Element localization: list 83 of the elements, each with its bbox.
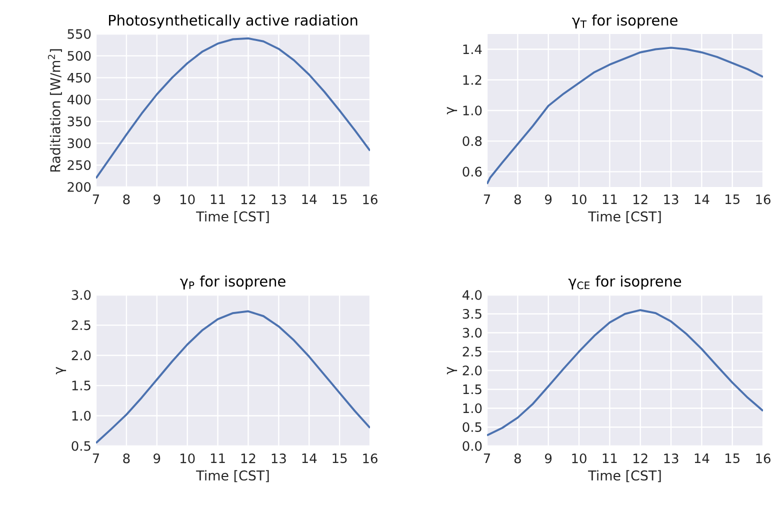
x-tick-label: 15 — [332, 194, 347, 204]
x-tick-label: 10 — [180, 194, 195, 204]
y-tick-label: 2.5 — [462, 346, 482, 357]
x-tick-label: 15 — [726, 194, 740, 204]
y-tick-label: 3.0 — [72, 290, 91, 300]
y-axis-title: γ — [446, 106, 458, 114]
x-axis-title: Time [CST] — [588, 470, 661, 482]
x-tick-label: 8 — [514, 194, 521, 204]
x-tick-label: 14 — [694, 454, 710, 463]
x-tick-label: 13 — [272, 194, 286, 204]
y-tick-label: 1.0 — [463, 403, 482, 414]
y-tick-label: 0.8 — [462, 136, 482, 146]
y-tick-label: 1.0 — [463, 106, 482, 116]
chart-title: γ$_{T}$ for isoprene — [572, 14, 678, 28]
x-axis-title: Time [CST] — [196, 470, 269, 482]
y-tick-label: 2.5 — [72, 320, 90, 330]
x-tick-label: 12 — [241, 194, 256, 204]
y-tick-label: 450 — [67, 72, 91, 83]
y-tick-label: 0.5 — [462, 422, 482, 432]
y-tick-label: 500 — [68, 50, 91, 61]
x-tick-label: 9 — [154, 454, 160, 464]
y-tick-label: 1.0 — [72, 410, 91, 421]
chart-title: γ$_{CE}$ for isoprene — [568, 276, 682, 290]
x-tick-label: 10 — [180, 454, 195, 464]
y-tick-label: 1.5 — [463, 384, 482, 394]
x-tick-label: 12 — [634, 194, 648, 204]
x-tick-label: 16 — [756, 454, 770, 464]
line-series — [96, 310, 370, 444]
y-tick-label: 400 — [67, 94, 91, 104]
y-tick-label: 550 — [68, 29, 91, 39]
x-tick-label: 11 — [602, 194, 617, 204]
x-axis-title: Time [CST] — [588, 211, 661, 224]
y-tick-label: 200 — [68, 182, 91, 192]
x-tick-label: 10 — [572, 194, 586, 204]
x-tick-label: 16 — [363, 194, 378, 204]
x-tick-label: 9 — [545, 194, 552, 204]
y-tick-label: 4.0 — [462, 290, 482, 300]
x-tick-label: 8 — [123, 454, 130, 464]
y-tick-label: 0.5 — [72, 441, 90, 451]
y-tick-label: 350 — [68, 116, 91, 126]
x-tick-label: 10 — [572, 454, 586, 464]
y-axis-title: Raditiation [W/m$^{2}$] — [48, 49, 62, 172]
x-tick-label: 7 — [92, 194, 100, 204]
x-tick-label: 15 — [726, 454, 740, 464]
y-tick-label: 0.6 — [462, 166, 482, 177]
y-tick-label: 1.4 — [463, 44, 482, 54]
x-tick-label: 7 — [484, 194, 490, 204]
x-tick-label: 16 — [756, 194, 770, 204]
x-tick-label: 7 — [484, 454, 490, 463]
x-tick-label: 8 — [514, 454, 521, 464]
y-tick-label: 1.5 — [72, 380, 90, 390]
x-tick-label: 13 — [272, 454, 286, 464]
y-tick-label: 0.0 — [462, 441, 482, 451]
chart-title: Photosynthetically active radiation — [109, 14, 358, 28]
x-tick-label: 9 — [154, 194, 160, 204]
y-tick-label: 2.0 — [72, 350, 91, 360]
line-series — [96, 37, 370, 180]
x-tick-label: 8 — [123, 194, 130, 204]
chart-title: γ$_{P}$ for isoprene — [180, 276, 286, 290]
y-tick-label: 3.0 — [462, 328, 482, 338]
x-tick-label: 12 — [634, 454, 648, 464]
x-tick-label: 14 — [302, 454, 317, 463]
x-tick-label: 16 — [363, 454, 378, 464]
x-tick-label: 7 — [92, 454, 100, 463]
y-tick-label: 250 — [68, 160, 91, 170]
y-tick-label: 3.5 — [462, 308, 482, 319]
x-tick-label: 9 — [545, 454, 552, 464]
x-tick-label: 14 — [694, 194, 710, 204]
x-tick-label: 13 — [664, 194, 678, 204]
x-tick-label: 11 — [210, 454, 225, 463]
y-tick-label: 2.0 — [462, 366, 482, 376]
x-tick-label: 13 — [664, 454, 678, 464]
x-tick-label: 12 — [241, 454, 256, 464]
x-tick-label: 14 — [302, 194, 317, 204]
y-axis-title: γ — [446, 366, 458, 374]
line-series — [487, 309, 764, 436]
y-axis-title: γ — [56, 366, 66, 374]
y-tick-label: 1.2 — [463, 75, 482, 85]
y-tick-label: 300 — [68, 138, 91, 148]
x-tick-label: 15 — [332, 454, 347, 464]
x-tick-label: 11 — [602, 454, 617, 463]
x-tick-label: 11 — [210, 194, 225, 204]
x-axis-title: Time [CST] — [196, 211, 269, 224]
